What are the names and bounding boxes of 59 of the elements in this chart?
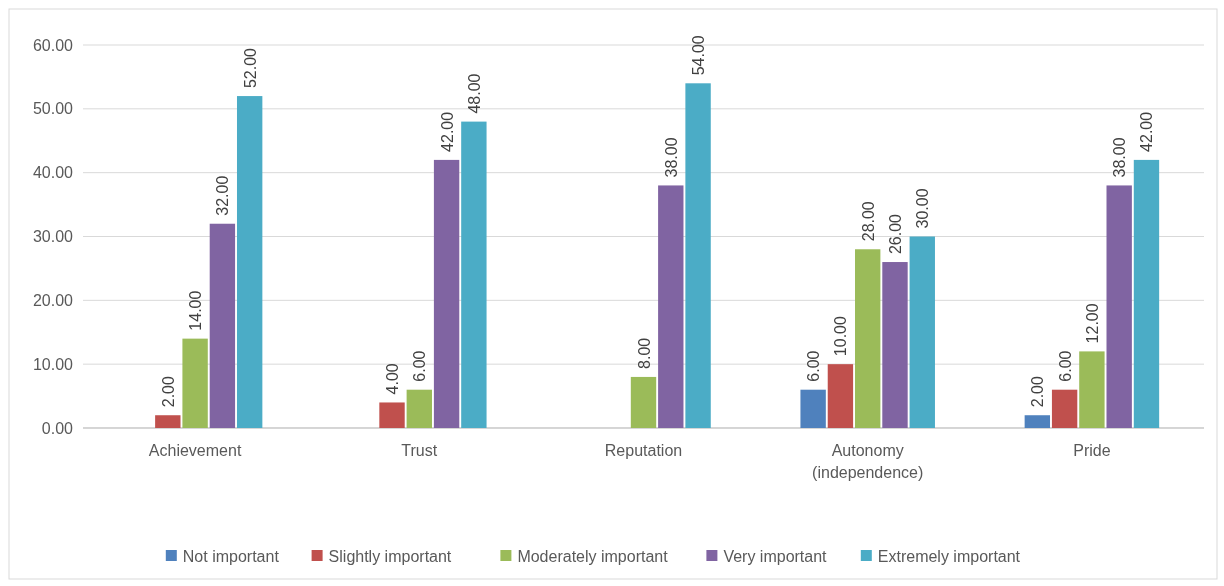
data-label: 6.00 — [805, 350, 823, 382]
bar — [1133, 159, 1160, 428]
data-label: 38.00 — [1111, 137, 1129, 178]
bar — [379, 402, 405, 428]
bar — [182, 338, 208, 428]
legend-label: Moderately important — [517, 547, 669, 565]
bar — [236, 96, 263, 428]
data-label: 6.00 — [1056, 350, 1074, 382]
y-tick-label: 40.00 — [32, 164, 74, 182]
y-tick-label: 30.00 — [32, 228, 74, 246]
x-tick-label: Achievement — [148, 442, 242, 459]
data-label: 14.00 — [187, 290, 205, 331]
x-tick-label: Autonomy (independence) — [812, 442, 924, 481]
bar — [1079, 351, 1105, 428]
legend-label: Not important — [182, 547, 280, 565]
data-label: 2.00 — [159, 375, 177, 408]
data-label: 38.00 — [662, 137, 680, 178]
data-label: 42.00 — [1138, 111, 1156, 152]
bar — [882, 262, 908, 428]
legend-label: Very important — [723, 547, 828, 565]
data-label: 6.00 — [411, 350, 429, 382]
bar — [855, 249, 881, 428]
bar — [909, 236, 935, 428]
bar — [209, 223, 236, 428]
x-tick-label: Reputation — [604, 442, 683, 459]
bar — [630, 376, 657, 428]
y-tick-label: 20.00 — [32, 291, 74, 309]
bar — [1024, 415, 1051, 428]
y-tick-label: 50.00 — [32, 100, 74, 118]
data-label: 8.00 — [635, 337, 653, 369]
bar — [155, 415, 181, 428]
data-label: 54.00 — [690, 35, 708, 76]
bar — [1051, 389, 1078, 428]
y-tick-label: 60.00 — [32, 36, 74, 54]
data-label: 2.00 — [1029, 375, 1047, 408]
y-tick-label: 10.00 — [32, 355, 74, 373]
data-label: 30.00 — [914, 188, 932, 229]
bar — [1106, 185, 1132, 428]
y-tick-label: 0.00 — [41, 419, 74, 437]
legend-label: Extremely important — [877, 547, 1021, 565]
x-tick-label: Trust — [401, 442, 438, 459]
data-label: 48.00 — [465, 73, 483, 114]
data-label: 32.00 — [214, 175, 232, 216]
bar — [800, 389, 826, 428]
data-label: 52.00 — [241, 47, 259, 89]
x-tick-label: Pride — [1073, 442, 1111, 459]
data-label: 10.00 — [832, 316, 850, 357]
data-label: 42.00 — [438, 111, 456, 152]
bar — [685, 83, 711, 428]
bar — [406, 389, 432, 428]
data-label: 4.00 — [384, 363, 402, 395]
data-label: 28.00 — [859, 201, 877, 242]
bar — [433, 159, 460, 428]
data-label: 26.00 — [886, 213, 904, 255]
legend-label: Slightly important — [328, 547, 452, 565]
data-label: 12.00 — [1083, 303, 1101, 344]
bar — [658, 185, 684, 428]
bar — [827, 364, 854, 428]
bar — [461, 121, 487, 428]
